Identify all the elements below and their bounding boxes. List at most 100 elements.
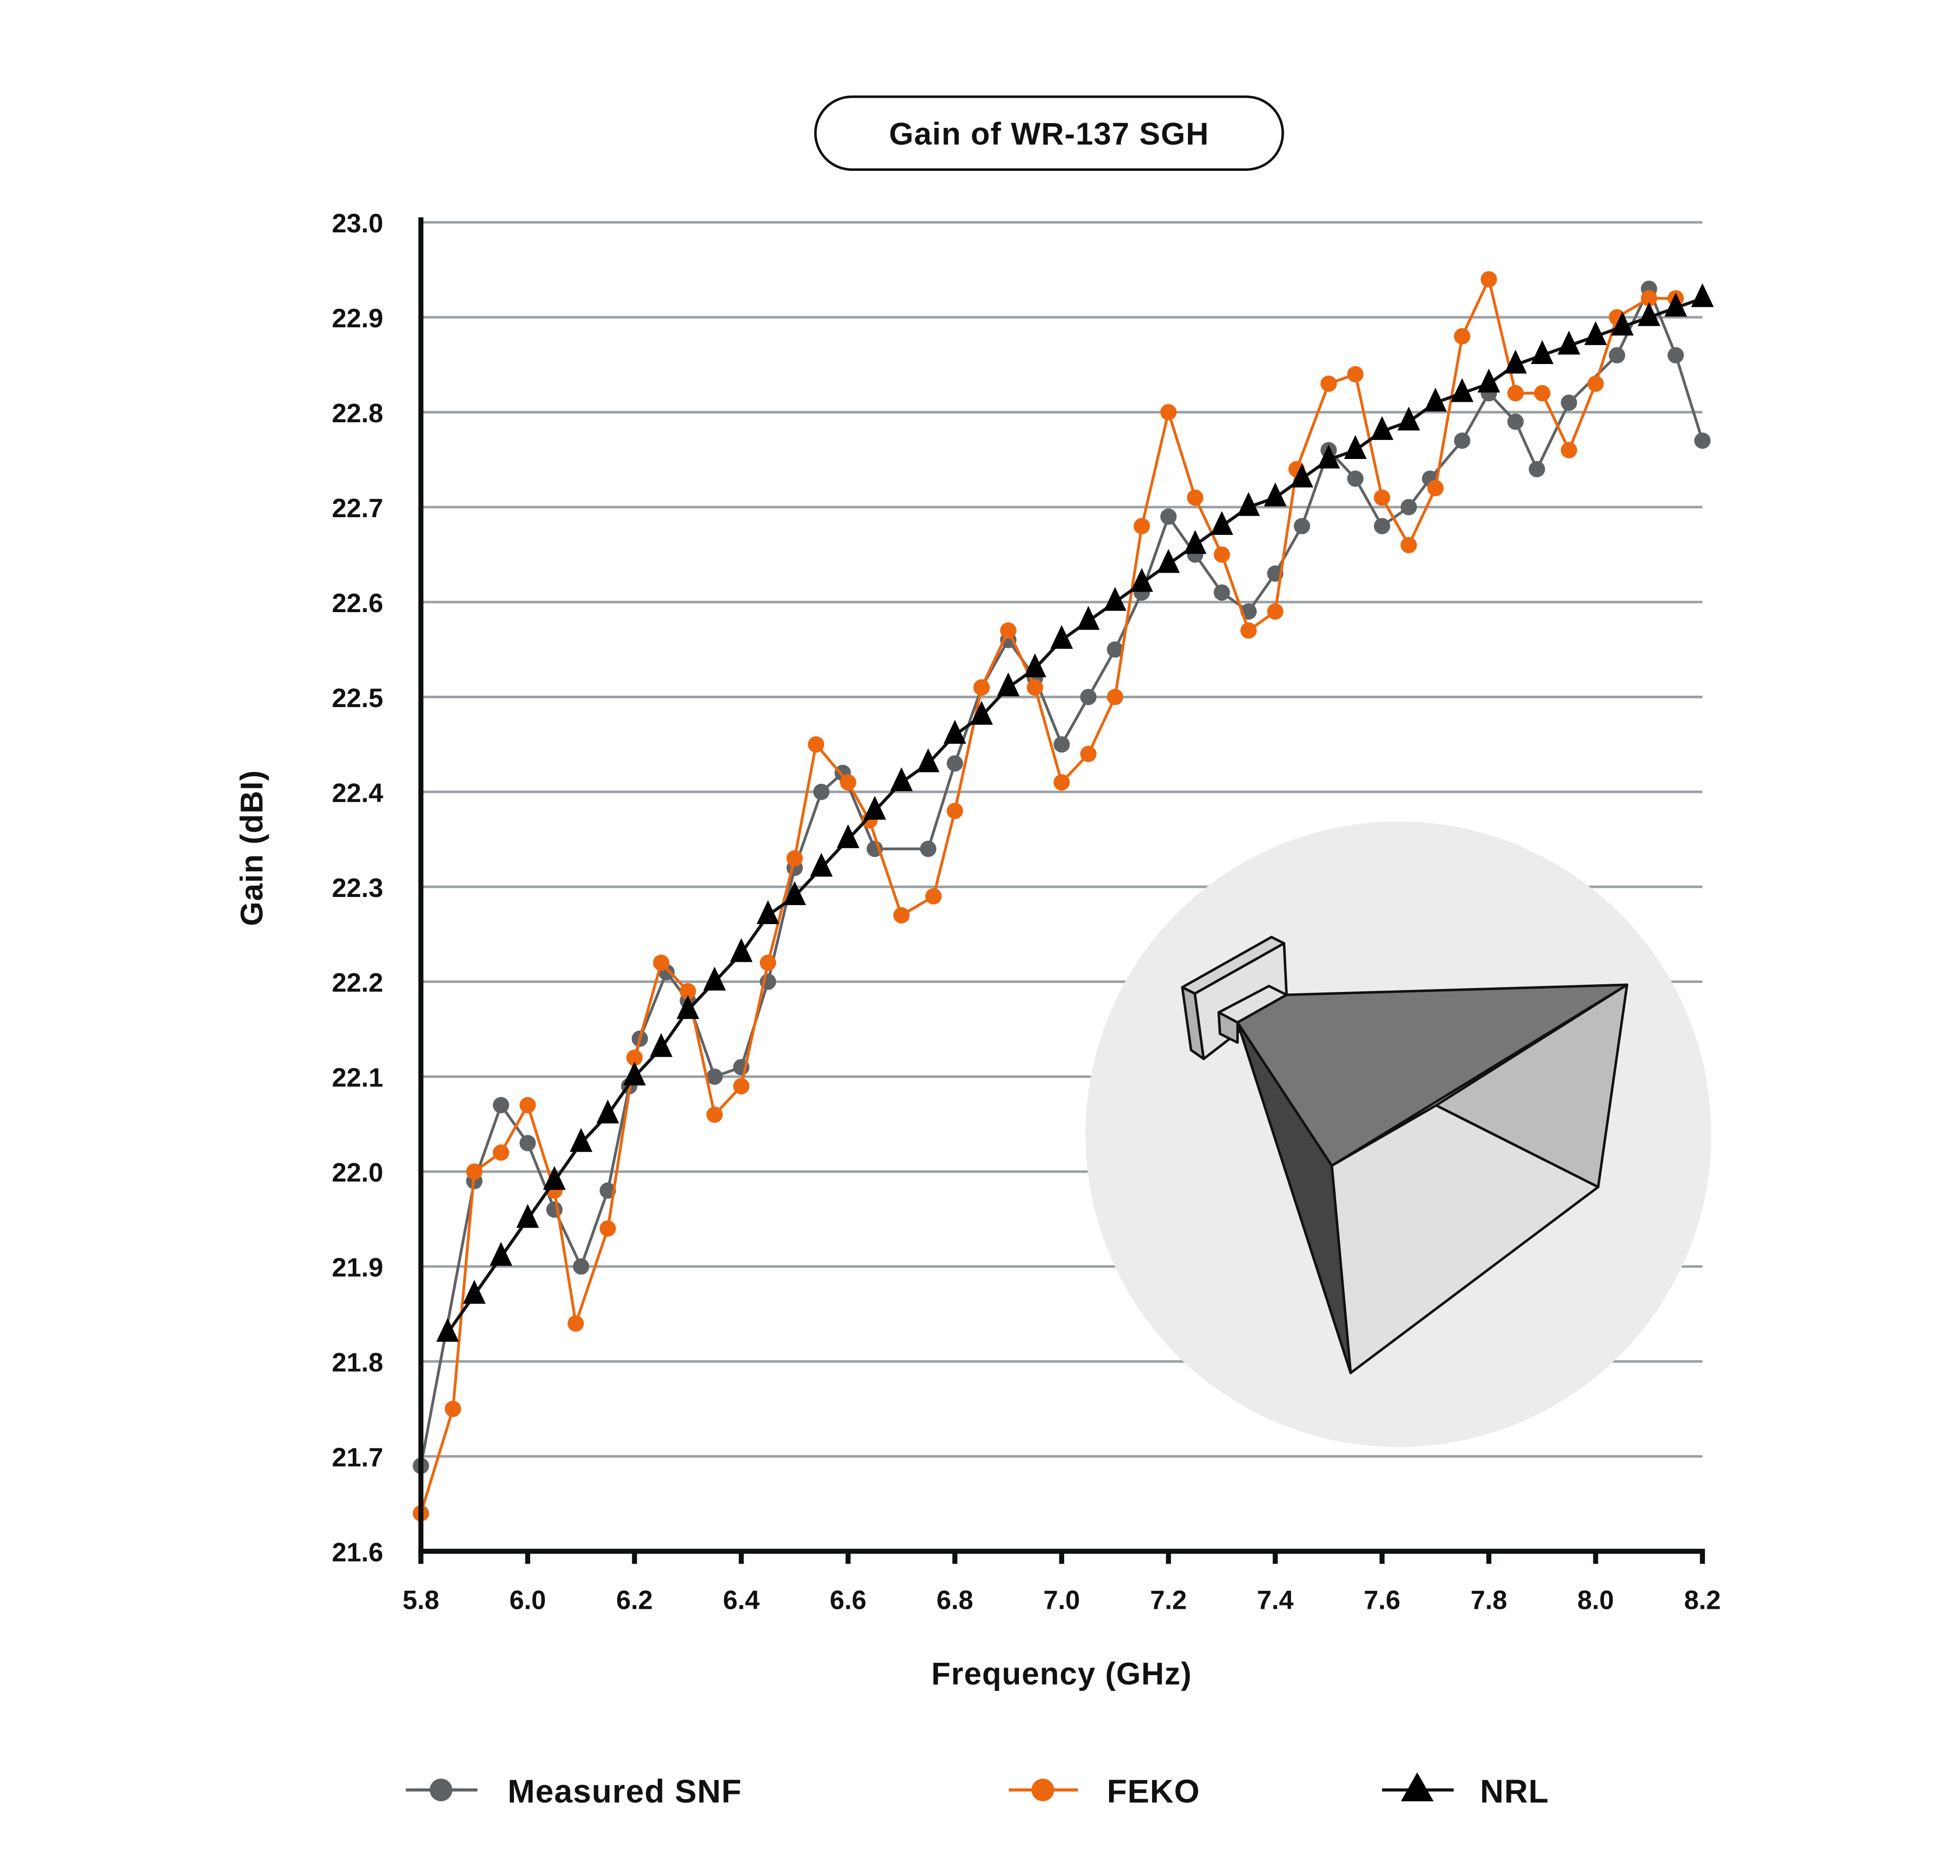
data-point-triangle (1664, 292, 1687, 317)
data-point-triangle (1210, 511, 1233, 535)
x-tick-label: 6.2 (616, 1585, 653, 1615)
data-point-triangle (863, 795, 886, 820)
data-point (1267, 603, 1284, 620)
data-point (925, 888, 942, 905)
data-point-triangle (1478, 368, 1500, 393)
data-point (1400, 537, 1417, 553)
data-point (1347, 366, 1364, 383)
data-point-triangle (810, 853, 833, 877)
series-feko (412, 271, 1684, 1522)
legend: Measured SNF FEKO NRL (406, 1772, 1549, 1810)
data-point (1107, 688, 1123, 705)
data-point (1587, 375, 1604, 392)
y-tick-label: 22.4 (332, 778, 383, 808)
series-line (419, 278, 1676, 1514)
data-point (1214, 584, 1230, 601)
data-point (1480, 271, 1497, 288)
y-tick-label: 22.0 (332, 1158, 383, 1188)
data-point (653, 954, 670, 971)
data-point (519, 1097, 536, 1114)
data-point (1160, 508, 1177, 525)
x-tick-label: 7.6 (1364, 1585, 1401, 1615)
data-point (1667, 347, 1684, 364)
tick-labels: 23.0 22.9 22.8 22.7 22.6 22.5 22.4 22.3 22.2 22.1… (332, 208, 1720, 1615)
data-point (546, 1201, 563, 1218)
data-point-triangle (436, 1318, 459, 1342)
data-point (1561, 394, 1577, 411)
data-point (567, 1315, 584, 1332)
data-point-triangle (1451, 378, 1474, 402)
data-point (466, 1163, 482, 1180)
data-point-triangle (516, 1204, 539, 1228)
data-point-triangle (1424, 387, 1447, 412)
data-point-triangle (1504, 349, 1527, 374)
data-point (733, 1078, 750, 1094)
data-point (1454, 432, 1470, 449)
data-point-triangle (1344, 435, 1367, 459)
data-point (1133, 518, 1150, 534)
data-point-triangle (596, 1099, 619, 1124)
y-tick-label: 22.5 (332, 683, 383, 713)
data-point-triangle (943, 719, 966, 744)
x-tick-label: 7.4 (1257, 1585, 1294, 1615)
x-tick-label: 5.8 (403, 1585, 440, 1615)
legend-triangle-marker-icon (1401, 1772, 1434, 1802)
data-point-triangle (1184, 530, 1207, 554)
data-point-triangle (1317, 444, 1340, 469)
data-point-triangle (463, 1280, 486, 1304)
data-point (1529, 461, 1545, 478)
data-point-triangle (1157, 549, 1180, 573)
data-point (706, 1106, 723, 1123)
x-tick-label: 6.6 (830, 1585, 867, 1615)
x-tick-label: 6.4 (723, 1585, 760, 1615)
data-point (1080, 688, 1097, 705)
data-point-triangle (730, 938, 753, 962)
data-point (706, 1068, 723, 1085)
data-point-triangle (1050, 625, 1073, 649)
y-tick-label: 22.3 (332, 873, 383, 903)
data-point-triangle (490, 1242, 513, 1266)
data-point (1160, 404, 1177, 421)
data-point (1454, 328, 1470, 344)
data-point-triangle (1237, 492, 1260, 516)
data-point (1240, 622, 1257, 639)
y-tick-label: 22.9 (332, 303, 383, 333)
data-point (1507, 413, 1524, 430)
data-point (493, 1097, 509, 1114)
legend-item-nrl: NRL (1382, 1772, 1549, 1810)
data-point (1373, 518, 1391, 534)
data-point (1609, 347, 1625, 364)
x-tick-label: 8.2 (1684, 1585, 1721, 1615)
y-tick-label: 21.6 (332, 1537, 383, 1567)
data-point (1294, 518, 1310, 534)
data-point-triangle (1023, 653, 1047, 677)
data-point-triangle (1691, 283, 1714, 307)
x-tick-label: 7.0 (1043, 1585, 1080, 1615)
y-tick-label: 23.0 (332, 208, 383, 238)
data-point-triangle (1611, 312, 1634, 336)
data-point-triangle (623, 1062, 646, 1086)
data-point-triangle (970, 701, 993, 725)
data-point (1000, 622, 1017, 639)
data-point (626, 1049, 643, 1066)
data-point (444, 1400, 461, 1417)
data-point (1347, 470, 1364, 487)
chart-title-pill: Gain of WR-137 SGH (814, 95, 1284, 171)
data-point-triangle (1290, 463, 1313, 488)
data-point (680, 983, 696, 1000)
data-point (1427, 479, 1444, 497)
data-point-triangle (569, 1128, 593, 1152)
data-point (807, 736, 825, 753)
data-point-triangle (543, 1166, 566, 1190)
data-point-triangle (1530, 340, 1554, 364)
legend-item-measured-snf: Measured SNF (406, 1773, 741, 1810)
legend-circle-marker-icon (1031, 1778, 1054, 1802)
data-point-triangle (997, 672, 1020, 697)
x-tick-label: 7.8 (1470, 1585, 1507, 1615)
data-point (813, 783, 830, 800)
data-point (1373, 489, 1391, 506)
data-point (573, 1258, 589, 1275)
data-point-triangle (783, 881, 806, 906)
y-tick-label: 21.7 (332, 1443, 383, 1472)
